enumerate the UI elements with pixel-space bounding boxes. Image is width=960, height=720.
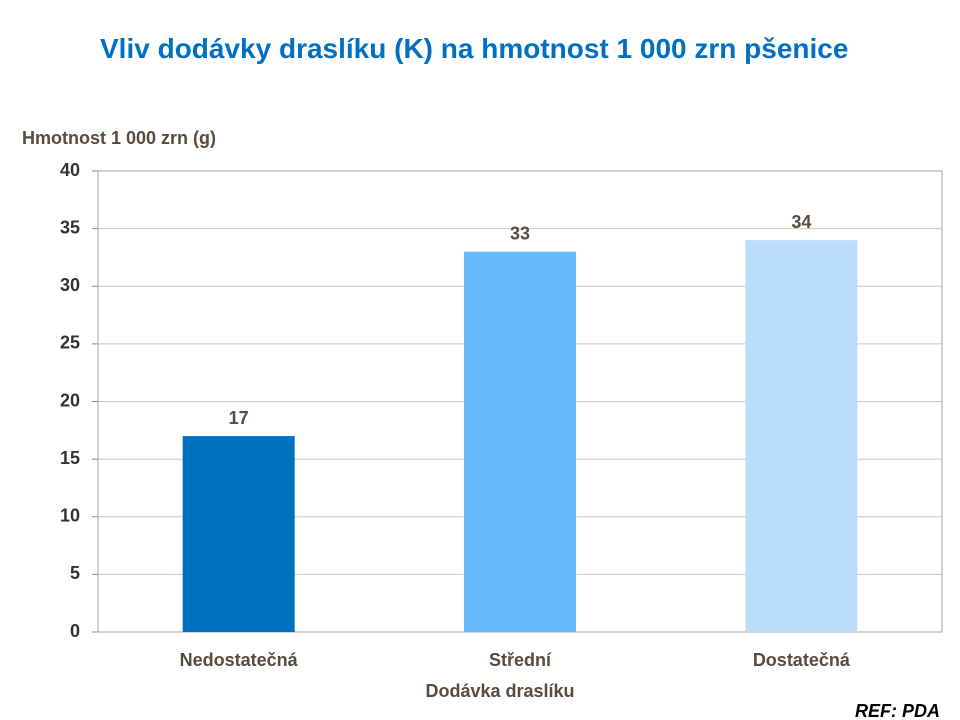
y-tick-label: 25 xyxy=(60,333,80,353)
bar xyxy=(464,251,576,633)
note: REF: PDA xyxy=(855,701,940,720)
bar xyxy=(182,436,295,632)
y-tick-label: 30 xyxy=(60,275,80,295)
y-axis-label: Hmotnost 1 000 zrn (g) xyxy=(22,128,216,148)
y-tick-label: 0 xyxy=(70,621,80,641)
x-axis-label: Dodávka draslíku xyxy=(425,681,574,701)
x-tick-label: Střední xyxy=(489,650,552,670)
y-tick-label: 10 xyxy=(60,506,80,526)
data-label: 17 xyxy=(229,408,249,428)
y-tick-label: 5 xyxy=(70,563,80,583)
chart-title: Vliv dodávky draslíku (K) na hmotnost 1 … xyxy=(100,33,849,64)
x-tick-label: Dostatečná xyxy=(753,650,851,670)
y-tick-label: 40 xyxy=(60,160,80,180)
x-tick-label: Nedostatečná xyxy=(180,650,299,670)
data-label: 33 xyxy=(510,223,530,243)
y-tick-label: 35 xyxy=(60,217,80,237)
data-label: 34 xyxy=(791,212,811,232)
bar xyxy=(745,240,858,632)
y-tick-label: 15 xyxy=(60,448,80,468)
y-tick-label: 20 xyxy=(60,390,80,410)
